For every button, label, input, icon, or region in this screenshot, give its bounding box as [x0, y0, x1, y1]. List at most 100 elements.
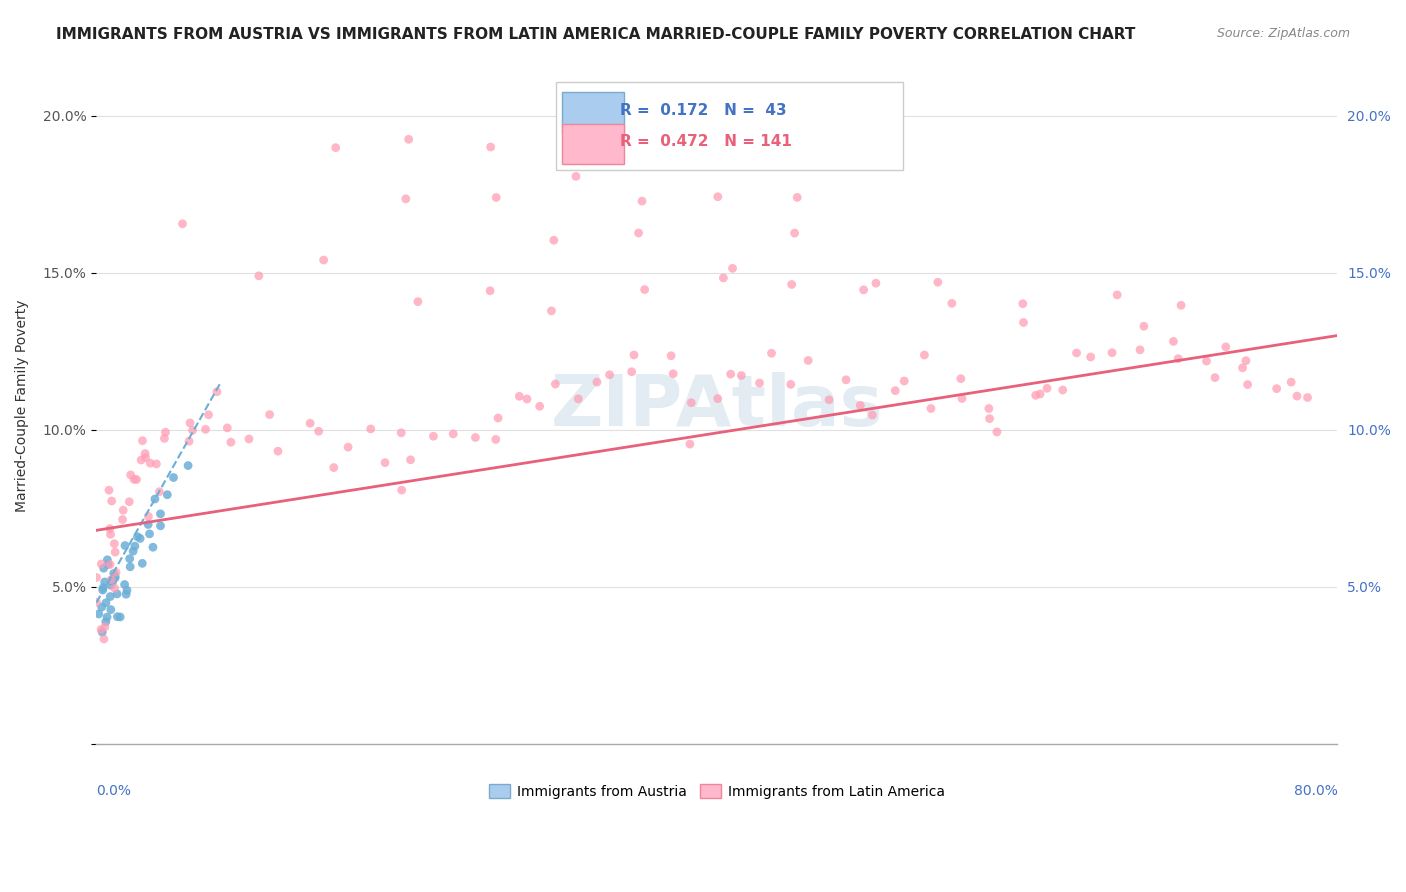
- Point: [86, 595, 108, 609]
- Point: [912, 348, 935, 362]
- Point: [748, 376, 770, 390]
- Point: [1265, 382, 1288, 396]
- Point: [139, 456, 162, 470]
- Point: [1066, 346, 1088, 360]
- Point: [98, 522, 121, 536]
- Point: [143, 491, 166, 506]
- Point: [299, 416, 322, 430]
- Point: [1296, 391, 1319, 405]
- Point: [631, 194, 654, 208]
- Point: [540, 304, 562, 318]
- Point: [96, 553, 118, 567]
- Point: [1107, 288, 1129, 302]
- Point: [118, 494, 141, 508]
- Point: [659, 349, 682, 363]
- Point: [91, 582, 114, 597]
- Point: [138, 526, 160, 541]
- Point: [149, 507, 172, 521]
- Point: [97, 558, 120, 572]
- Point: [485, 433, 508, 447]
- Point: [893, 374, 915, 388]
- Point: [884, 384, 907, 398]
- Point: [780, 277, 803, 292]
- Point: [949, 372, 972, 386]
- Point: [1195, 354, 1218, 368]
- Point: [259, 408, 281, 422]
- Point: [122, 472, 145, 486]
- Point: [679, 437, 702, 451]
- Y-axis label: Married-Couple Family Poverty: Married-Couple Family Poverty: [15, 300, 30, 513]
- Point: [464, 430, 486, 444]
- Point: [479, 140, 502, 154]
- Point: [194, 422, 217, 436]
- Point: [325, 141, 347, 155]
- Point: [131, 557, 153, 571]
- Point: [120, 467, 142, 482]
- Point: [104, 571, 127, 585]
- Point: [1012, 316, 1035, 330]
- Point: [115, 587, 138, 601]
- Point: [105, 587, 128, 601]
- Point: [179, 416, 201, 430]
- Point: [148, 484, 170, 499]
- Point: [149, 518, 172, 533]
- Point: [181, 423, 204, 437]
- Point: [107, 609, 129, 624]
- Point: [720, 367, 742, 381]
- Point: [91, 625, 114, 640]
- Point: [100, 573, 122, 587]
- Point: [398, 132, 420, 146]
- Point: [852, 283, 875, 297]
- Point: [118, 551, 141, 566]
- Point: [98, 483, 121, 498]
- FancyBboxPatch shape: [555, 82, 903, 169]
- Point: [91, 581, 114, 595]
- Point: [177, 458, 200, 473]
- Point: [516, 392, 538, 406]
- Point: [599, 368, 621, 382]
- Point: [441, 426, 464, 441]
- Point: [950, 392, 973, 406]
- Point: [721, 261, 744, 276]
- Point: [94, 620, 117, 634]
- Point: [485, 190, 508, 204]
- Point: [565, 169, 588, 184]
- Point: [860, 408, 883, 422]
- Point: [920, 401, 942, 416]
- Point: [101, 573, 124, 587]
- Point: [662, 367, 685, 381]
- Point: [1036, 381, 1059, 395]
- Point: [162, 470, 184, 484]
- Point: [134, 450, 156, 465]
- Point: [486, 411, 509, 425]
- Point: [93, 632, 115, 646]
- Point: [337, 440, 360, 454]
- Text: IMMIGRANTS FROM AUSTRIA VS IMMIGRANTS FROM LATIN AMERICA MARRIED-COUPLE FAMILY P: IMMIGRANTS FROM AUSTRIA VS IMMIGRANTS FR…: [56, 27, 1136, 42]
- Point: [1204, 370, 1226, 384]
- Point: [835, 373, 858, 387]
- Point: [122, 544, 145, 558]
- Legend: Immigrants from Austria, Immigrants from Latin America: Immigrants from Austria, Immigrants from…: [484, 779, 950, 805]
- Point: [941, 296, 963, 310]
- Point: [508, 389, 530, 403]
- Point: [134, 446, 156, 460]
- Point: [145, 457, 167, 471]
- Point: [713, 271, 735, 285]
- Point: [205, 384, 228, 399]
- Point: [730, 368, 752, 383]
- Text: R =  0.172   N =  43: R = 0.172 N = 43: [620, 103, 787, 118]
- Point: [1232, 360, 1254, 375]
- Point: [124, 539, 146, 553]
- Point: [1163, 334, 1185, 349]
- Point: [90, 557, 112, 571]
- Point: [136, 517, 159, 532]
- Point: [267, 444, 290, 458]
- Point: [797, 353, 820, 368]
- Point: [1011, 296, 1033, 310]
- Point: [312, 253, 335, 268]
- Point: [389, 425, 412, 440]
- Point: [155, 425, 177, 440]
- Text: ZIPAtlas: ZIPAtlas: [551, 372, 883, 441]
- Point: [1052, 383, 1074, 397]
- Point: [865, 276, 887, 290]
